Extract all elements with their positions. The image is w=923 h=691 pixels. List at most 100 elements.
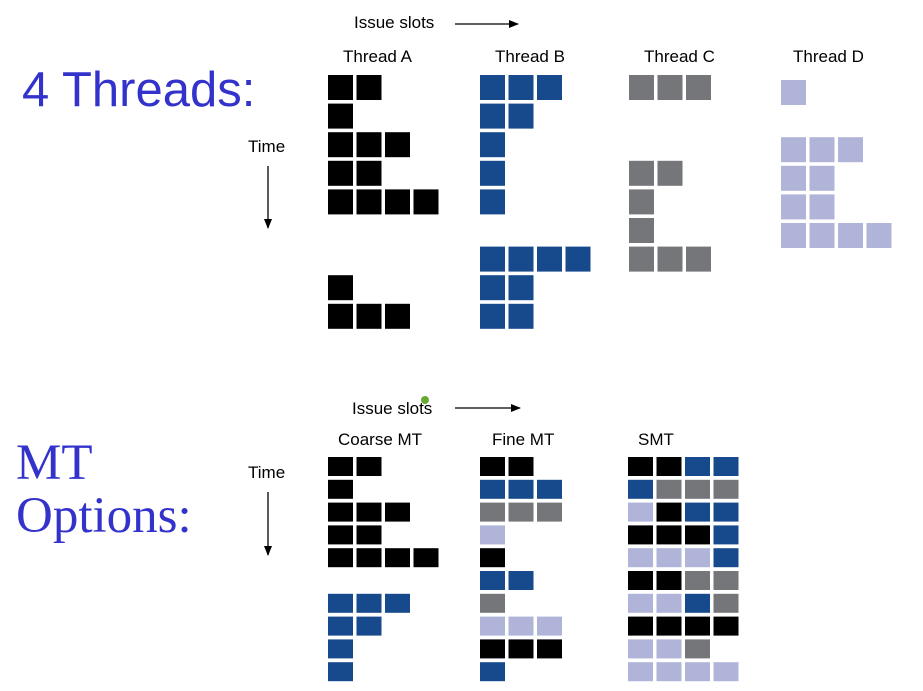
issue-slots-label-top: Issue slots	[354, 13, 435, 32]
thread-b-slot-r0-c2	[537, 75, 562, 100]
fine-mt-slot-r0-c1	[508, 457, 534, 476]
smt-slot-r3-c3	[713, 525, 739, 545]
smt-slot-r2-c3	[713, 502, 739, 522]
thread-c-slot-r3-c0	[629, 160, 654, 186]
thread-a-slot-r2-c2	[385, 132, 410, 158]
smt-slot-r4-c1	[656, 548, 682, 568]
thread-c-slot-r3-c1	[657, 160, 683, 186]
smt-slot-r3-c1	[656, 525, 682, 545]
thread-b-slot-r0-c1	[508, 75, 534, 100]
smt-slot-r5-c1	[656, 571, 682, 590]
smt-slot-r5-c3	[713, 571, 739, 590]
fine-mt-slot-r8-c0	[480, 639, 505, 659]
fine-mt-slot-r1-c0	[480, 479, 505, 499]
smt-slot-r3-c0	[628, 525, 653, 545]
thread-b-label: Thread B	[495, 47, 565, 66]
thread-c-slot-r0-c1	[657, 75, 683, 100]
thread-d-slot-r4-c0	[781, 194, 806, 220]
smt-slot-r0-c3	[713, 457, 739, 476]
smt-slot-r9-c0	[628, 662, 653, 682]
thread-a-slot-r3-c0	[328, 160, 353, 186]
fine-mt-slot-r6-c0	[480, 593, 505, 613]
thread-d-slot-r5-c3	[866, 223, 892, 248]
thread-c-slot-r6-c0	[629, 246, 654, 272]
coarse-mt-slot-r2-c1	[356, 502, 382, 522]
smt-slot-r0-c1	[656, 457, 682, 476]
thread-c-slot-r6-c1	[657, 246, 683, 272]
thread-b-slot-r6-c2	[537, 246, 562, 272]
smt-slot-r8-c2	[685, 639, 710, 659]
thread-a-slot-r8-c0	[328, 303, 353, 329]
smt-slot-r1-c1	[656, 479, 682, 499]
smt-slot-r9-c3	[713, 662, 739, 682]
thread-c-slot-r5-c0	[629, 218, 654, 243]
thread-d-slot-r5-c1	[809, 223, 835, 248]
smt-slot-r2-c2	[685, 502, 710, 522]
coarse-mt-slot-r0-c0	[328, 457, 353, 476]
smt-slot-r6-c3	[713, 593, 739, 613]
smt-slot-r2-c1	[656, 502, 682, 522]
coarse-mt-slot-r6-c0	[328, 593, 353, 613]
thread-a-slot-r4-c1	[356, 189, 382, 215]
fine-mt-slot-r7-c0	[480, 616, 505, 636]
smt-label: SMT	[638, 430, 674, 449]
fine-mt-slot-r1-c1	[508, 479, 534, 499]
thread-d-slot-r0-c0	[781, 80, 806, 105]
thread-a-label: Thread A	[343, 47, 412, 66]
thread-a-slot-r0-c0	[328, 75, 353, 100]
thread-b-slot-r6-c1	[508, 246, 534, 272]
thread-d-slot-r2-c0	[781, 137, 806, 163]
smt-slot-r6-c0	[628, 593, 653, 613]
coarse-mt-slot-r7-c0	[328, 616, 353, 636]
thread-c-slot-r0-c2	[686, 75, 711, 100]
thread-b-slot-r2-c0	[480, 132, 505, 158]
thread-b-slot-r3-c0	[480, 160, 505, 186]
fine-mt-slot-r2-c1	[508, 502, 534, 522]
thread-a-slot-r1-c0	[328, 103, 353, 129]
thread-d-slot-r3-c0	[781, 165, 806, 191]
coarse-mt-slot-r2-c0	[328, 502, 353, 522]
smt-slot-r1-c0	[628, 479, 653, 499]
thread-b-slot-r7-c1	[508, 275, 534, 301]
coarse-mt-label: Coarse MT	[338, 430, 423, 449]
thread-a-slot-r8-c1	[356, 303, 382, 329]
fine-mt-label: Fine MT	[492, 430, 555, 449]
thread-a-slot-r4-c0	[328, 189, 353, 215]
coarse-mt-slot-r4-c3	[413, 548, 439, 568]
thread-c-label: Thread C	[644, 47, 715, 66]
thread-d-slot-r3-c1	[809, 165, 835, 191]
thread-b-slot-r6-c0	[480, 246, 505, 272]
smt-slot-r0-c2	[685, 457, 710, 476]
thread-a-slot-r4-c2	[385, 189, 410, 215]
thread-d-label: Thread D	[793, 47, 864, 66]
coarse-mt-slot-r4-c0	[328, 548, 353, 568]
thread-c-slot-r6-c2	[686, 246, 711, 272]
four-threads-title: 4 Threads:	[22, 63, 256, 117]
fine-mt-slot-r3-c0	[480, 525, 505, 545]
coarse-mt-slot-r1-c0	[328, 479, 353, 499]
pointer-dot	[421, 396, 429, 404]
thread-a-slot-r3-c1	[356, 160, 382, 186]
smt-slot-r8-c0	[628, 639, 653, 659]
thread-d-slot-r5-c0	[781, 223, 806, 248]
fine-mt-slot-r8-c1	[508, 639, 534, 659]
smt-slot-r1-c3	[713, 479, 739, 499]
smt-slot-r2-c0	[628, 502, 653, 522]
coarse-mt-slot-r0-c1	[356, 457, 382, 476]
coarse-mt-slot-r3-c0	[328, 525, 353, 545]
thread-c-slot-r4-c0	[629, 189, 654, 215]
thread-a-slot-r8-c2	[385, 303, 410, 329]
fine-mt-slot-r7-c2	[537, 616, 562, 636]
coarse-mt-slot-r4-c2	[385, 548, 410, 568]
smt-slot-r7-c3	[713, 616, 739, 636]
fine-mt-slot-r4-c0	[480, 548, 505, 568]
thread-b-slot-r8-c0	[480, 303, 505, 329]
coarse-mt-slot-r6-c2	[385, 593, 410, 613]
thread-b-slot-r1-c1	[508, 103, 534, 129]
time-label-bottom: Time	[248, 463, 286, 482]
smt-slot-r1-c2	[685, 479, 710, 499]
mt-options-title-line1: MT	[16, 435, 93, 491]
smt-slot-r5-c0	[628, 571, 653, 590]
coarse-mt-slot-r4-c1	[356, 548, 382, 568]
